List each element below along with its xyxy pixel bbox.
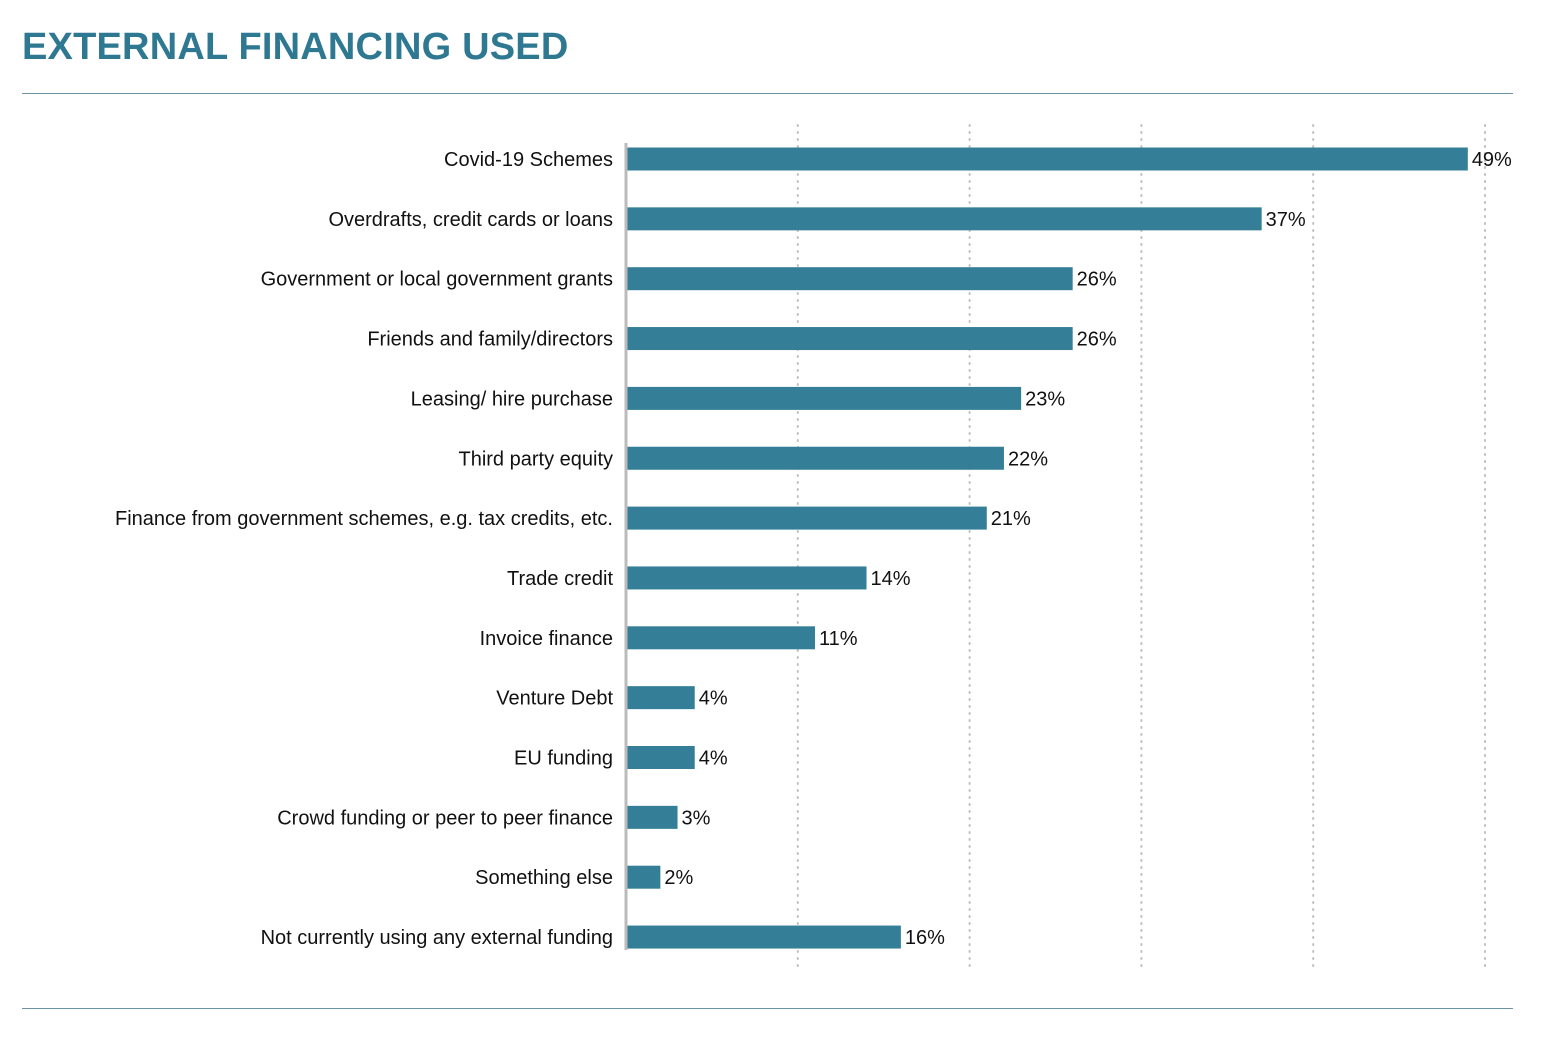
bar [626,805,678,829]
value-label: 4% [699,688,728,710]
category-label: Crowd funding or peer to peer finance [277,807,613,829]
category-label: Government or local government grants [261,269,613,291]
bar [626,207,1262,231]
value-label: 23% [1025,388,1065,410]
bar [626,686,695,710]
category-label: Invoice finance [480,628,613,650]
category-label: EU funding [514,748,613,770]
bar [626,147,1468,171]
value-label: 49% [1472,149,1512,171]
bar [626,327,1073,351]
chart-title: EXTERNAL FINANCING USED [22,26,569,68]
category-label: Finance from government schemes, e.g. ta… [115,508,613,530]
value-label: 37% [1266,209,1306,231]
bar [626,626,815,650]
category-label: Something else [475,867,613,889]
bar [626,446,1004,470]
category-label: Friends and family/directors [367,329,613,351]
bar [626,506,987,530]
value-label: 22% [1008,448,1048,470]
value-label: 4% [699,748,728,770]
category-label: Not currently using any external funding [261,927,613,949]
bar [626,746,695,769]
bar [626,865,661,889]
value-label: 2% [664,867,693,889]
category-label: Third party equity [458,448,613,470]
category-label: Overdrafts, credit cards or loans [328,209,613,231]
value-label: 26% [1077,269,1117,291]
bar [626,386,1022,410]
value-label: 14% [871,568,911,590]
value-label: 26% [1077,329,1117,351]
bar [626,925,901,949]
category-label: Trade credit [507,568,613,590]
value-label: 11% [819,628,858,650]
category-label: Venture Debt [496,688,613,710]
top-divider [22,93,1513,94]
bar [626,566,867,590]
bottom-divider [22,1008,1513,1009]
category-label: Leasing/ hire purchase [411,388,613,410]
value-label: 16% [905,927,945,949]
value-label: 3% [682,807,711,829]
value-label: 21% [991,508,1031,530]
bar [626,267,1073,291]
category-label: Covid-19 Schemes [444,149,613,171]
